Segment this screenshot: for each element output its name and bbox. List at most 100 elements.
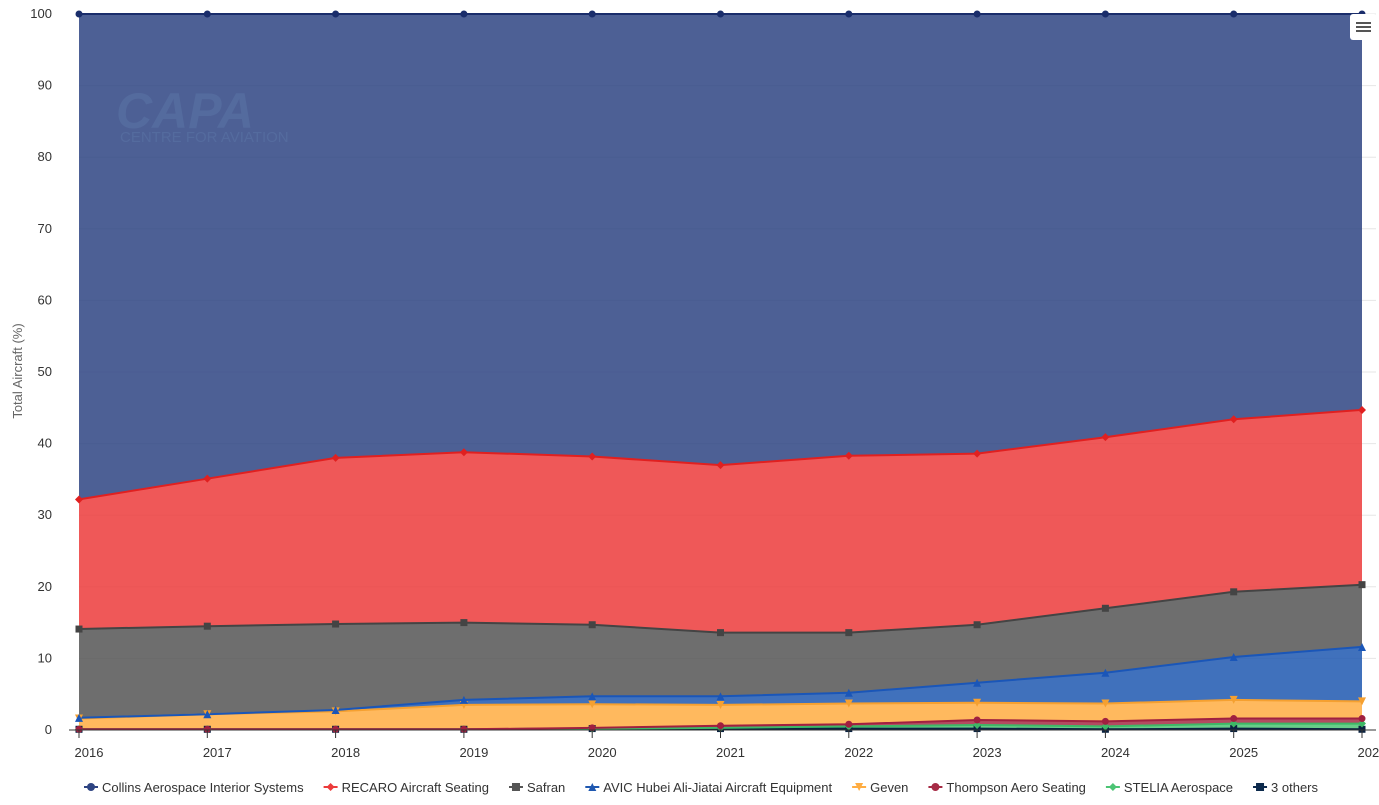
axis-layer: 0 10 20 30 40 50 60 70 80 90 100 2016 2017 2018 2019 20… [30, 6, 1379, 760]
legend-symbol-stelia-aerospace [1108, 783, 1117, 791]
point-avic-hubei-ali-jiatai-aircraft-equipment [203, 710, 212, 719]
point-thompson-aero-seating [460, 725, 468, 733]
x-tick-label: 2019 [459, 745, 488, 760]
point-stelia-aerospace [973, 720, 982, 729]
marker-layer [75, 10, 1366, 734]
watermark-sub: CENTRE FOR AVIATION [120, 129, 289, 146]
point-geven [844, 699, 853, 708]
point-thompson-aero-seating [1101, 717, 1109, 725]
legend-label-collins-aerospace-interior-systems[interactable]: Collins Aerospace Interior Systems [102, 780, 304, 795]
point-3-others [1230, 725, 1238, 733]
area-layer [79, 14, 1362, 730]
point-safran [1358, 581, 1366, 589]
y-tick-label: 100 [30, 6, 52, 21]
point-thompson-aero-seating [1358, 715, 1366, 723]
point-geven [973, 698, 982, 707]
point-3-others [1358, 725, 1366, 733]
point-thompson-aero-seating [845, 720, 853, 728]
point-avic-hubei-ali-jiatai-aircraft-equipment [1101, 668, 1110, 677]
legend-symbol-thompson-aero-seating [931, 783, 940, 791]
point-avic-hubei-ali-jiatai-aircraft-equipment [844, 688, 853, 697]
legend-label-stelia-aerospace[interactable]: STELIA Aerospace [1124, 780, 1233, 795]
point-recaro-aircraft-seating [75, 495, 83, 504]
area-collins-aerospace-interior-systems [79, 14, 1362, 500]
menu-icon-bar [1356, 22, 1371, 24]
x-tick-label: 2021 [716, 745, 745, 760]
point-collins-aerospace-interior-systems [203, 10, 211, 18]
x-tick-label: 2025 [1229, 745, 1258, 760]
point-collins-aerospace-interior-systems [973, 10, 981, 18]
legend-label-3-others[interactable]: 3 others [1271, 780, 1318, 795]
point-collins-aerospace-interior-systems [460, 10, 468, 18]
area-recaro-aircraft-seating [79, 409, 1362, 633]
point-stelia-aerospace [1101, 722, 1110, 731]
point-geven [1229, 695, 1238, 704]
x-tick-label: 2018 [331, 745, 360, 760]
y-tick-label: 90 [38, 78, 52, 93]
legend-label-avic-hubei-ali-jiatai-aircraft-equipment[interactable]: AVIC Hubei Ali-Jiatai Aircraft Equipment [603, 780, 832, 795]
point-safran [845, 629, 853, 637]
menu-icon-bar [1356, 26, 1371, 28]
x-tick-label: 2026 [1358, 745, 1379, 760]
point-avic-hubei-ali-jiatai-aircraft-equipment [75, 713, 83, 722]
legend: Collins Aerospace Interior Systems RECARO… [84, 780, 1319, 795]
y-tick-label: 0 [45, 722, 52, 737]
legend-label-recaro-aircraft-seating[interactable]: RECARO Aircraft Seating [342, 780, 489, 795]
point-recaro-aircraft-seating [588, 452, 597, 461]
point-collins-aerospace-interior-systems [845, 10, 853, 18]
point-collins-aerospace-interior-systems [717, 10, 724, 18]
x-tick-label: 2016 [75, 745, 104, 760]
point-thompson-aero-seating [75, 725, 83, 733]
legend-label-geven[interactable]: Geven [870, 780, 908, 795]
y-tick-label: 70 [38, 221, 52, 236]
legend-symbol-collins-aerospace-interior-systems [87, 783, 95, 791]
point-recaro-aircraft-seating [973, 449, 982, 458]
point-thompson-aero-seating [332, 725, 340, 733]
point-avic-hubei-ali-jiatai-aircraft-equipment [716, 692, 725, 701]
legend-symbol-safran [511, 783, 520, 791]
point-safran [203, 622, 211, 630]
area-avic-hubei-ali-jiatai-aircraft-equipment [79, 646, 1362, 719]
point-safran [460, 619, 468, 627]
point-safran [332, 620, 340, 628]
area-geven [79, 699, 1362, 730]
point-geven [1101, 699, 1110, 708]
legend-symbol-avic-hubei-ali-jiatai-aircraft-equipment [588, 783, 597, 791]
point-avic-hubei-ali-jiatai-aircraft-equipment [331, 705, 340, 714]
y-tick-label: 20 [38, 579, 52, 594]
point-avic-hubei-ali-jiatai-aircraft-equipment [973, 678, 982, 687]
menu-icon-bar [1356, 30, 1371, 32]
legend-label-safran[interactable]: Safran [527, 780, 565, 795]
point-recaro-aircraft-seating [1229, 415, 1238, 424]
legend-label-thompson-aero-seating[interactable]: Thompson Aero Seating [946, 780, 1085, 795]
point-thompson-aero-seating [717, 722, 724, 730]
chart-menu-button[interactable] [1350, 14, 1377, 40]
x-tick-label: 2024 [1101, 745, 1130, 760]
point-avic-hubei-ali-jiatai-aircraft-equipment [459, 695, 468, 704]
legend-symbol-geven [855, 783, 864, 791]
point-avic-hubei-ali-jiatai-aircraft-equipment [588, 692, 597, 701]
point-recaro-aircraft-seating [716, 461, 725, 470]
capa-watermark-logo: CAPA CENTRE FOR AVIATION [116, 83, 289, 146]
point-stelia-aerospace [1229, 719, 1238, 728]
point-geven [1358, 697, 1366, 706]
point-recaro-aircraft-seating [459, 448, 468, 457]
point-geven [716, 700, 725, 709]
y-tick-label: 50 [38, 364, 52, 379]
y-tick-label: 60 [38, 292, 52, 307]
y-tick-label: 40 [38, 436, 52, 451]
point-geven [588, 700, 597, 709]
point-collins-aerospace-interior-systems [1101, 10, 1109, 18]
point-safran [588, 621, 596, 629]
legend-symbol-recaro-aircraft-seating [326, 783, 335, 791]
point-recaro-aircraft-seating [844, 451, 853, 460]
point-stelia-aerospace [1358, 719, 1366, 728]
point-safran [973, 621, 981, 629]
watermark-main: CAPA [116, 83, 254, 139]
point-collins-aerospace-interior-systems [75, 10, 83, 18]
point-safran [75, 625, 83, 633]
x-tick-label: 2022 [844, 745, 873, 760]
point-safran [1101, 604, 1109, 612]
